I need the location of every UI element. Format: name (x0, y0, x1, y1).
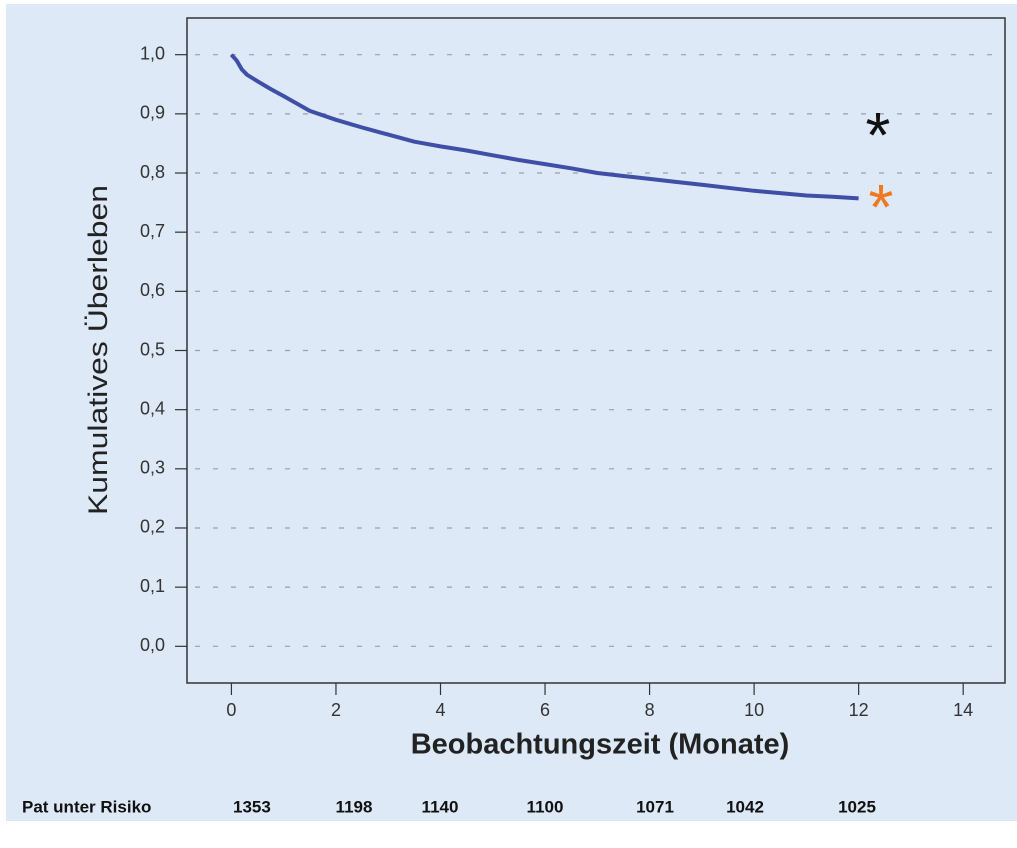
y-axis-label: Kumulatives Überleben (83, 185, 113, 515)
x-axis-label: Beobachtungszeit (Monate) (411, 729, 790, 761)
y-tick-label: 0,3 (140, 458, 165, 478)
y-tick-label: 0,4 (140, 398, 165, 418)
x-tick-label: 12 (849, 700, 869, 720)
x-tick-label: 2 (331, 700, 341, 720)
y-tick-label: 0,1 (140, 576, 165, 596)
risk-table-value: 1140 (422, 797, 459, 816)
risk-table-value: 1025 (838, 797, 876, 816)
risk-table-value: 1100 (527, 797, 564, 816)
x-tick-label: 4 (435, 700, 445, 720)
y-tick-label: 0,8 (140, 162, 165, 182)
y-tick-label: 0,2 (140, 517, 165, 537)
risk-table-value: 1042 (726, 797, 764, 816)
y-tick-label: 0,9 (140, 103, 165, 123)
risk-table-label: Pat unter Risiko (22, 797, 151, 816)
annotation: * (869, 171, 894, 243)
x-tick-label: 10 (744, 700, 764, 720)
annotation: * (866, 99, 891, 171)
risk-table-value: 1071 (636, 797, 674, 816)
y-tick-label: 0,6 (140, 280, 165, 300)
risk-table-value: 1198 (336, 797, 373, 816)
x-tick-label: 14 (953, 700, 973, 720)
x-tick-label: 8 (645, 700, 655, 720)
y-tick-label: 0,7 (140, 221, 165, 241)
y-tick-label: 0,5 (140, 339, 165, 359)
y-tick-label: 0,0 (140, 635, 165, 655)
y-tick-label: 1,0 (140, 43, 165, 63)
survival-curve (229, 53, 859, 201)
x-tick-label: 6 (540, 700, 550, 720)
x-tick-label: 0 (226, 700, 236, 720)
risk-table-value: 1353 (233, 797, 271, 816)
